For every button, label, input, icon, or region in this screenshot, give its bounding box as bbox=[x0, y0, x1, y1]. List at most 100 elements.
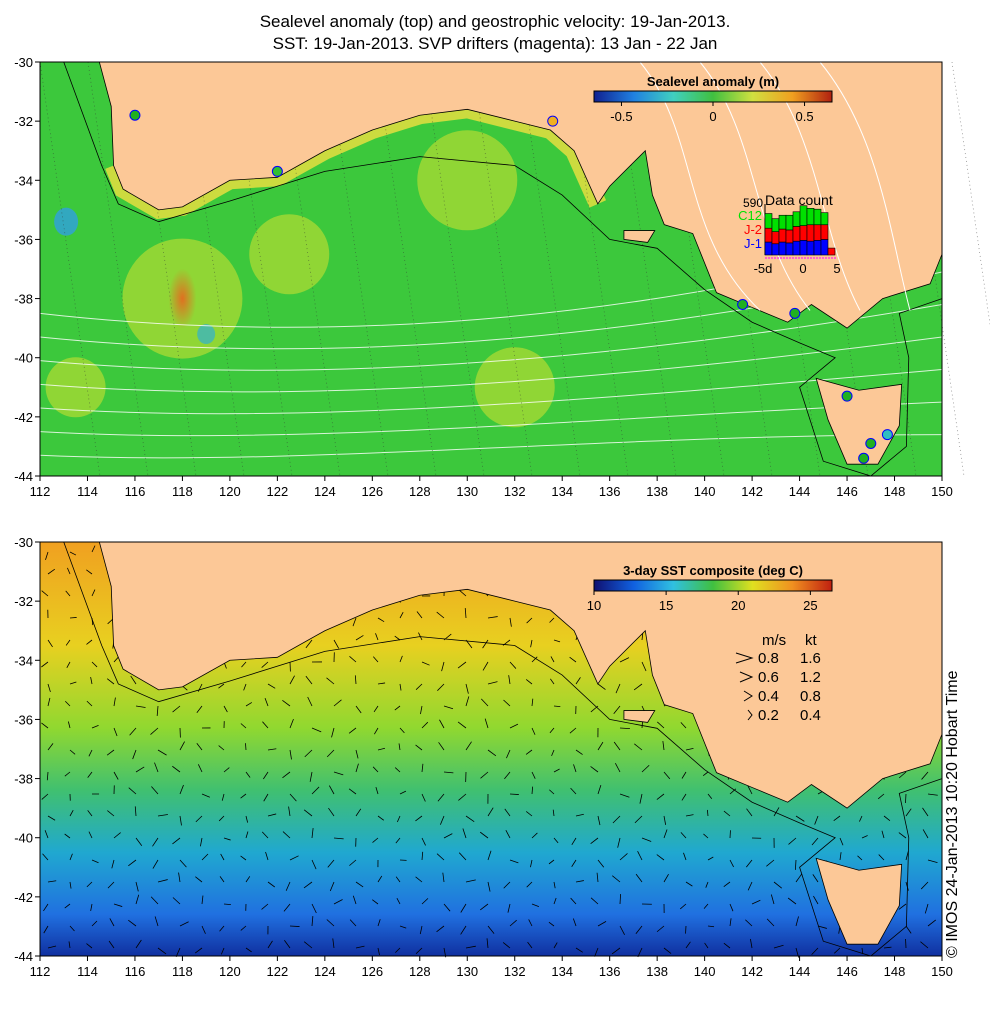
lat-tick-label: -42 bbox=[14, 410, 33, 425]
velocity-arrow bbox=[399, 727, 405, 734]
velocity-arrow bbox=[613, 741, 621, 751]
velocity-arrow bbox=[267, 683, 276, 689]
velocity-arrow bbox=[261, 831, 269, 839]
velocity-arrow bbox=[465, 945, 476, 949]
colorbar-tick-label: 20 bbox=[731, 598, 745, 613]
velocity-arrow bbox=[548, 859, 555, 865]
velocity-arrow bbox=[549, 727, 555, 734]
velocity-arrow bbox=[681, 771, 687, 779]
velocity-arrow bbox=[43, 903, 49, 912]
velocity-legend-kt: 0.4 bbox=[800, 707, 821, 724]
velocity-arrow bbox=[441, 661, 445, 672]
velocity-legend-ms: 0.4 bbox=[758, 688, 779, 705]
plot-frame bbox=[39, 61, 943, 477]
lon-tick-label: 114 bbox=[77, 484, 98, 499]
lat-tick-label: -36 bbox=[14, 712, 33, 727]
velocity-arrow bbox=[526, 617, 533, 624]
velocity-arrow bbox=[151, 786, 159, 795]
velocity-arrow bbox=[245, 743, 247, 751]
velocity-arrow bbox=[750, 938, 753, 949]
velocity-arrow bbox=[396, 815, 401, 823]
lat-tick-label: -44 bbox=[14, 469, 33, 484]
velocity-arrow bbox=[898, 832, 907, 839]
sla-contour bbox=[39, 369, 943, 415]
altimeter-track bbox=[183, 61, 245, 477]
velocity-arrow bbox=[487, 616, 498, 619]
velocity-arrow bbox=[398, 743, 401, 751]
velocity-arrow bbox=[839, 837, 844, 846]
velocity-arrow bbox=[86, 639, 93, 645]
velocity-arrow bbox=[526, 881, 533, 888]
data-count-series-label: J-1 bbox=[744, 236, 762, 251]
velocity-arrow bbox=[311, 859, 317, 870]
velocity-arrow bbox=[663, 815, 667, 825]
velocity-arrow bbox=[443, 771, 454, 774]
velocity-legend-arrow bbox=[735, 652, 754, 664]
velocity-arrow bbox=[773, 944, 784, 949]
velocity-arrow bbox=[703, 833, 709, 839]
sla-anomaly-blob bbox=[474, 347, 555, 428]
velocity-legend-arrow bbox=[739, 671, 754, 683]
velocity-arrow bbox=[597, 741, 604, 751]
velocity-arrow bbox=[457, 661, 467, 669]
velocity-arrow bbox=[150, 727, 159, 735]
velocity-arrow bbox=[641, 764, 650, 773]
velocity-arrow bbox=[305, 639, 313, 649]
velocity-arrow bbox=[86, 881, 93, 888]
velocity-arrow bbox=[91, 859, 99, 864]
velocity-arrow bbox=[634, 815, 643, 824]
velocity-arrow bbox=[484, 718, 489, 729]
velocity-arrow bbox=[354, 675, 357, 685]
tide-gauge-marker bbox=[858, 452, 870, 464]
velocity-arrow bbox=[69, 749, 76, 755]
data-count-bar bbox=[785, 214, 794, 231]
velocity-arrow bbox=[91, 724, 99, 729]
velocity-arrow bbox=[372, 656, 379, 663]
velocity-arrow bbox=[575, 947, 583, 953]
velocity-arrow bbox=[597, 859, 605, 868]
velocity-arrow bbox=[685, 941, 691, 949]
lon-tick-label: 130 bbox=[456, 484, 478, 499]
velocity-arrow bbox=[326, 919, 335, 927]
velocity-arrow bbox=[509, 661, 517, 669]
velocity-arrow bbox=[285, 881, 291, 891]
velocity-arrow bbox=[833, 947, 841, 954]
data-count-x-label: 0 bbox=[799, 261, 806, 276]
velocity-arrow bbox=[130, 675, 137, 685]
velocity-arrow bbox=[656, 925, 665, 933]
velocity-arrow bbox=[878, 854, 885, 861]
lon-tick-label: 114 bbox=[77, 964, 98, 979]
velocity-arrow bbox=[377, 875, 383, 883]
velocity-arrow bbox=[128, 919, 137, 927]
altimeter-track bbox=[615, 61, 677, 477]
velocity-arrow bbox=[680, 722, 687, 729]
plot-frame bbox=[39, 541, 943, 957]
velocity-arrow bbox=[415, 815, 423, 822]
tide-gauge-marker bbox=[881, 429, 893, 441]
lat-tick-label: -40 bbox=[14, 831, 33, 846]
velocity-arrow bbox=[245, 815, 249, 823]
velocity-arrow bbox=[355, 945, 365, 949]
velocity-arrow bbox=[223, 767, 230, 773]
velocity-arrow bbox=[195, 815, 203, 823]
velocity-arrow bbox=[333, 699, 342, 707]
velocity-arrow bbox=[326, 749, 335, 758]
colorbar-tick-label: 25 bbox=[803, 598, 817, 613]
velocity-arrow bbox=[261, 661, 269, 668]
velocity-arrow bbox=[746, 808, 753, 817]
velocity-arrow bbox=[421, 837, 426, 846]
altimeter-track bbox=[39, 61, 101, 477]
velocity-legend-header-ms: m/s bbox=[762, 632, 786, 649]
velocity-arrow bbox=[637, 947, 643, 958]
velocity-arrow bbox=[399, 612, 404, 619]
velocity-arrow bbox=[303, 809, 313, 817]
velocity-arrow bbox=[377, 617, 385, 623]
velocity-arrow bbox=[311, 916, 314, 927]
altimeter-track bbox=[663, 61, 725, 477]
velocity-arrow bbox=[64, 771, 71, 777]
velocity-arrow bbox=[745, 919, 753, 927]
velocity-arrow bbox=[154, 762, 159, 773]
velocity-arrow bbox=[267, 813, 277, 817]
velocity-arrow bbox=[175, 947, 181, 957]
altimeter-track bbox=[711, 61, 773, 477]
